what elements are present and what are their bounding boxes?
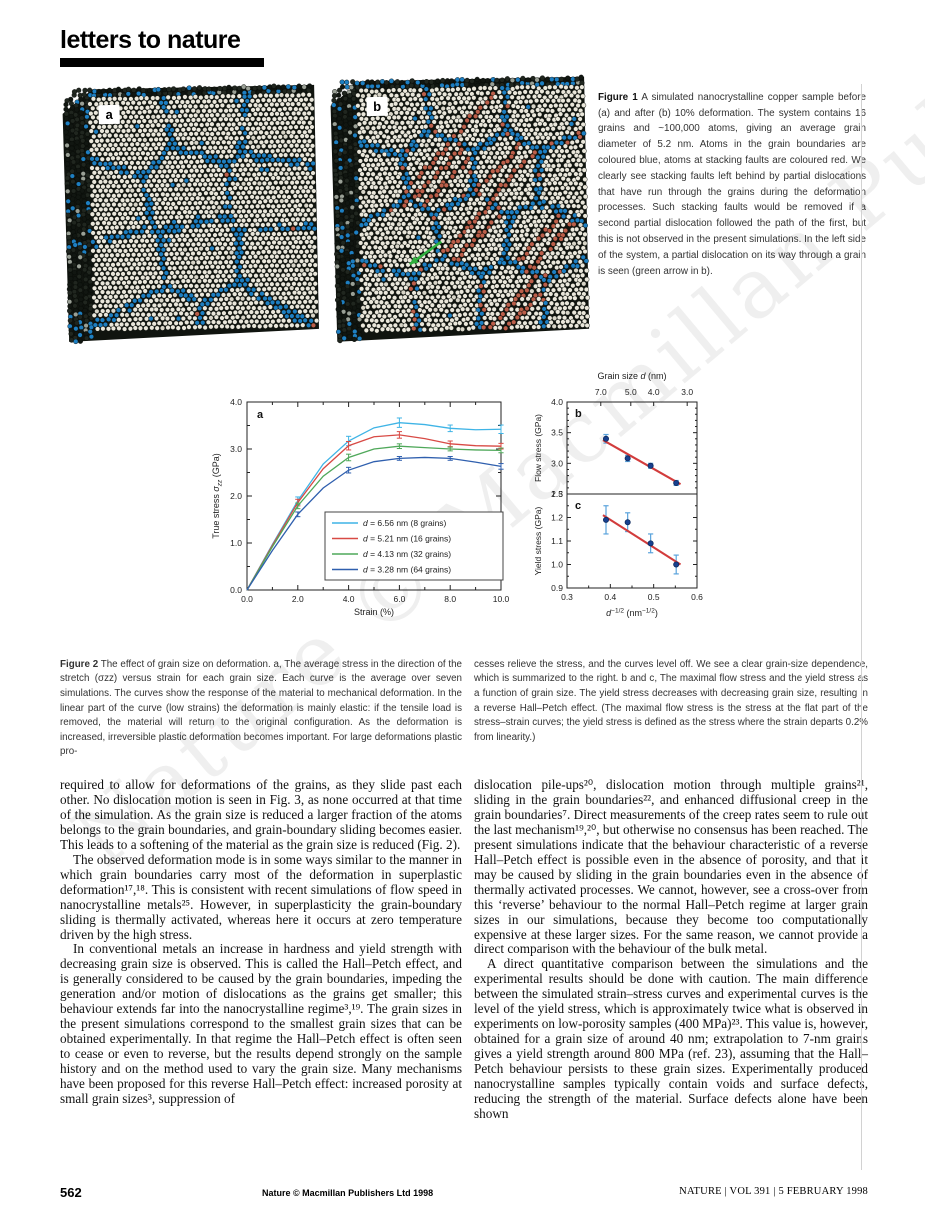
- body-paragraph: A direct quantitative comparison between…: [474, 956, 868, 1121]
- figure1-caption-text: A simulated nanocrystalline copper sampl…: [598, 91, 866, 277]
- figure2-caption-right: cesses relieve the stress, and the curve…: [474, 658, 868, 743]
- body-paragraph: dislocation pile-ups²⁰, dislocation moti…: [474, 777, 868, 957]
- figure2-caption-left-text: The effect of grain size on deformation.…: [60, 658, 462, 758]
- body-column-right: dislocation pile-ups²⁰, dislocation moti…: [474, 777, 868, 1122]
- title-rule: [60, 58, 264, 67]
- figure1-caption: Figure 1 A simulated nanocrystalline cop…: [598, 90, 866, 280]
- figure1-panel-b-image: [322, 72, 590, 346]
- page-number: 562: [60, 1185, 82, 1200]
- body-paragraph: In conventional metals an increase in ha…: [60, 941, 462, 1107]
- page-edge-rule: [861, 84, 862, 1170]
- body-paragraph: The observed deformation mode is in some…: [60, 851, 462, 942]
- page-title: letters to nature: [60, 26, 241, 54]
- publisher-credit: Nature © Macmillan Publishers Ltd 1998: [262, 1188, 434, 1198]
- section-header: letters to nature: [60, 26, 264, 67]
- body-column-left: required to allow for deformations of th…: [60, 777, 462, 1107]
- figure2-caption-lead: Figure 2: [60, 658, 99, 670]
- figure2-chart-bc: [527, 368, 712, 636]
- figure2-chart-a: [205, 388, 515, 628]
- journal-issue: NATURE | VOL 391 | 5 FEBRUARY 1998: [679, 1186, 868, 1197]
- figure1-caption-lead: Figure 1: [598, 91, 638, 103]
- figure2-caption-left: Figure 2 The effect of grain size on def…: [60, 658, 462, 760]
- figure1-panel-a-image: [58, 78, 320, 346]
- body-paragraph: required to allow for deformations of th…: [60, 777, 462, 852]
